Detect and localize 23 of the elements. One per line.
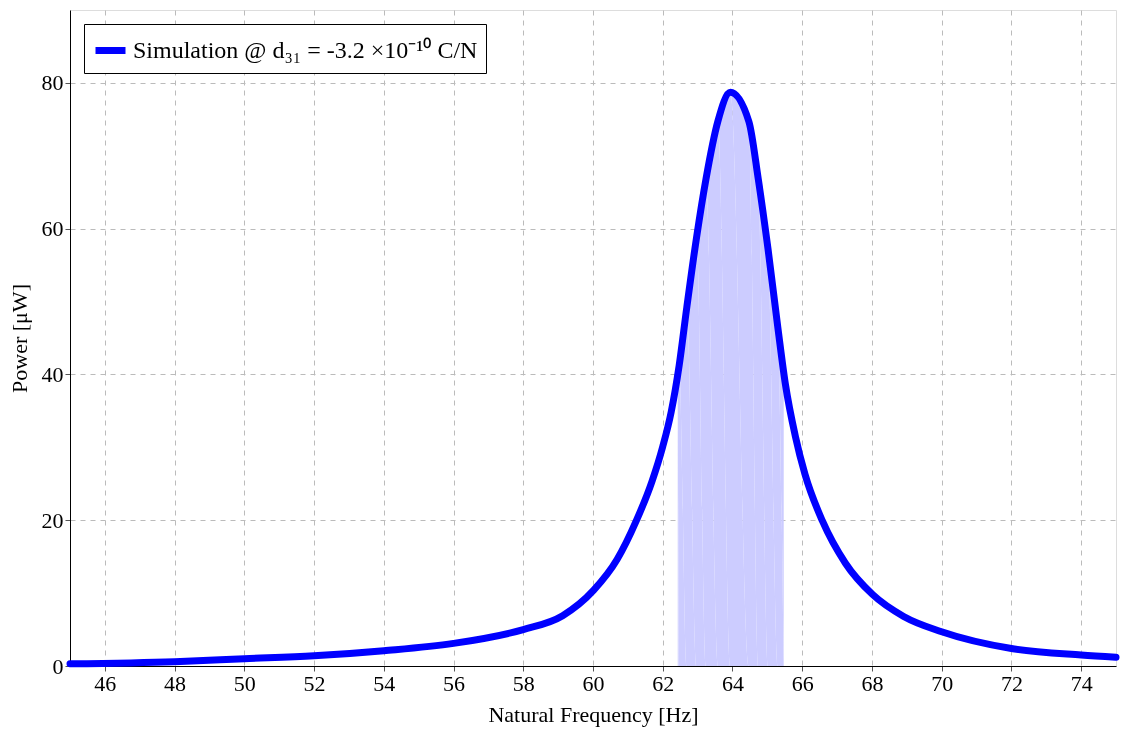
y-tick-label: 0 bbox=[52, 653, 64, 679]
x-tick-label: 54 bbox=[373, 670, 396, 696]
legend-label: Simulation @ d₃₁ = -3.2 ×10⁻¹⁰ C/N bbox=[133, 36, 478, 63]
x-tick-label: 48 bbox=[164, 670, 187, 696]
x-tick-label: 58 bbox=[512, 670, 535, 696]
x-tick-label: 50 bbox=[233, 670, 256, 696]
x-tick-label: 46 bbox=[94, 670, 117, 696]
x-tick-label: 64 bbox=[721, 670, 744, 696]
x-tick-label: 60 bbox=[582, 670, 605, 696]
x-tick-label: 74 bbox=[1070, 670, 1093, 696]
x-tick-label: 72 bbox=[1000, 670, 1023, 696]
x-tick-label: 52 bbox=[303, 670, 326, 696]
x-tick-label: 62 bbox=[652, 670, 675, 696]
y-axis-title: Power [μW] bbox=[6, 284, 32, 393]
y-tick-label: 40 bbox=[41, 361, 64, 387]
x-tick-label: 70 bbox=[931, 670, 954, 696]
x-tick-label: 68 bbox=[861, 670, 884, 696]
y-tick-label: 80 bbox=[41, 70, 64, 96]
y-tick-label: 60 bbox=[41, 216, 64, 242]
y-tick-label: 20 bbox=[41, 507, 64, 533]
x-axis-title: Natural Frequency [Hz] bbox=[488, 701, 699, 727]
x-tick-label: 56 bbox=[443, 670, 466, 696]
x-tick-label: 66 bbox=[791, 670, 814, 696]
